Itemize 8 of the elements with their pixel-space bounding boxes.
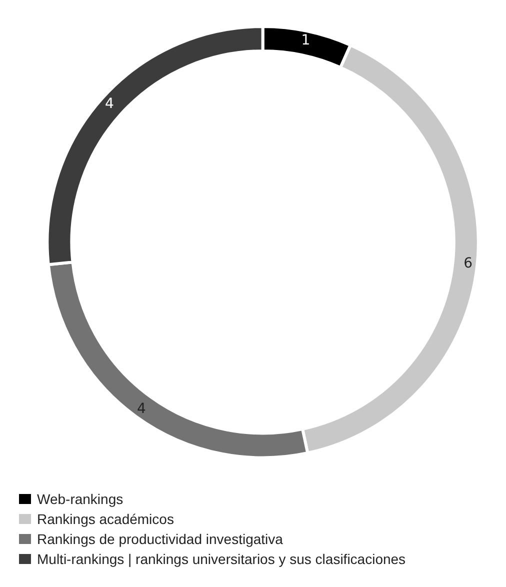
legend-label: Rankings académicos xyxy=(37,511,174,527)
legend-label: Multi-rankings | rankings universitarios y sus clasificaciones xyxy=(37,551,406,567)
data-label: 4 xyxy=(137,401,146,418)
data-label: 6 xyxy=(464,256,473,272)
data-label: 1 xyxy=(301,32,310,48)
legend-label: Web-rankings xyxy=(37,491,124,507)
legend-label: Rankings de productividad investigativa xyxy=(37,531,284,547)
data-label: 4 xyxy=(104,96,114,112)
